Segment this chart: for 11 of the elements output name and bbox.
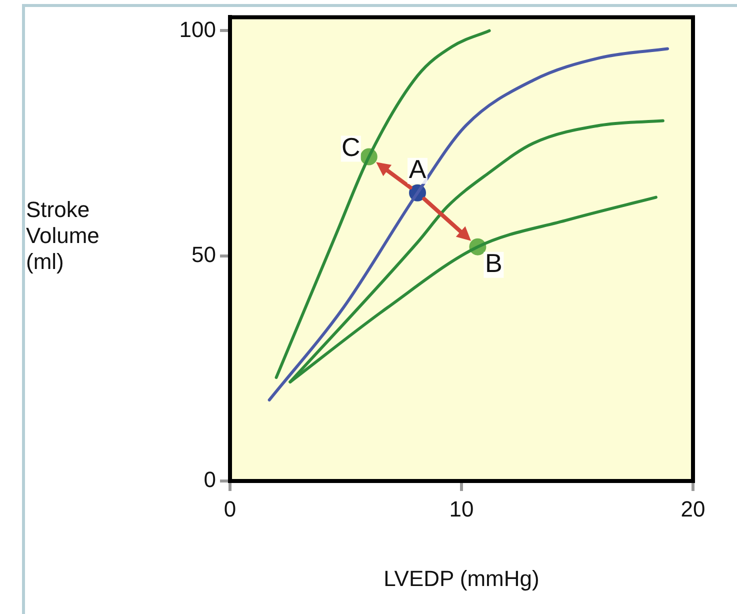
annotation: C (342, 132, 360, 162)
y-axis-title: Stroke Volume (ml) (26, 197, 100, 274)
y-tick-label: 50 (192, 242, 216, 267)
x-tick-label: 10 (449, 496, 474, 522)
x-tick-label: 0 (224, 496, 236, 522)
y-tick-label: 100 (179, 16, 216, 42)
y-tick-label: 0 (204, 467, 216, 492)
x-tick-label: 20 (680, 496, 706, 522)
x-axis-title: LVEDP (mmHg) (384, 566, 540, 592)
annotation: B (485, 248, 502, 278)
annotation: A (408, 154, 427, 184)
